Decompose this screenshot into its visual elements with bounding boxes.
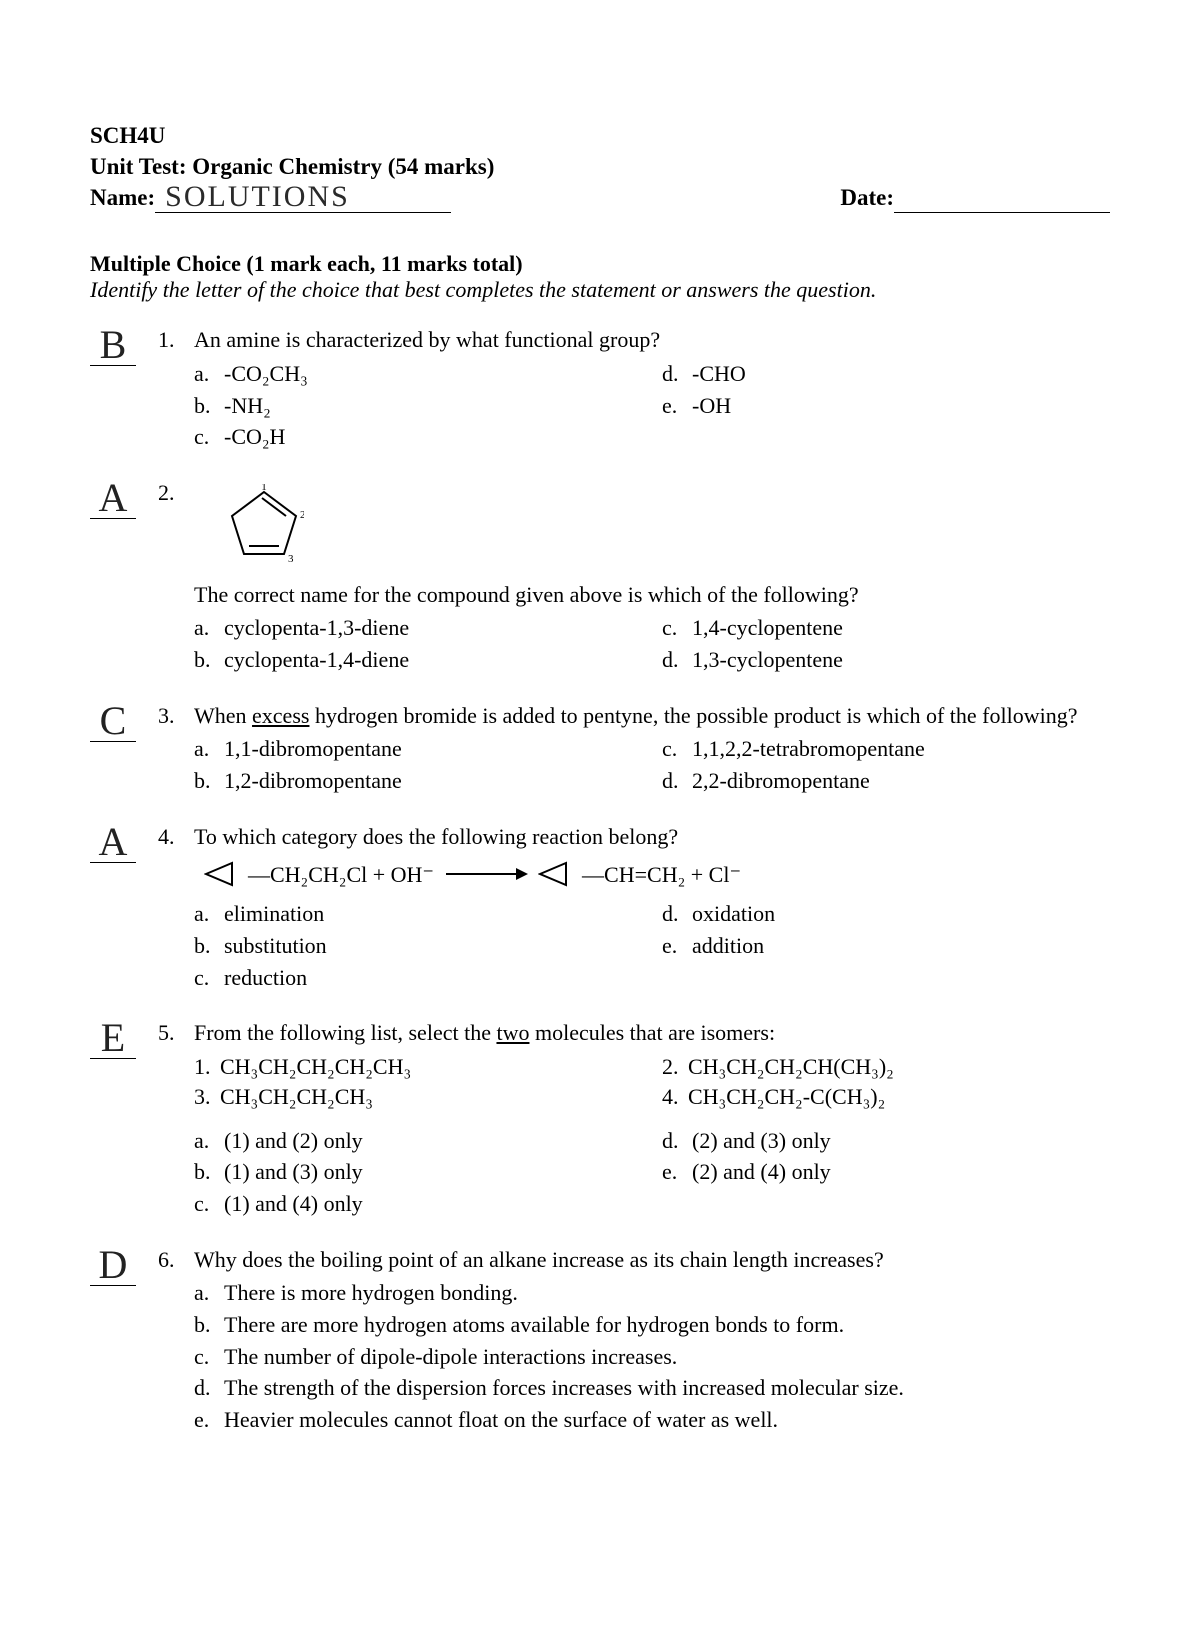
question-3: C 3. When excess hydrogen bromide is add… (90, 701, 1110, 796)
choices-3: a.1,1-dibromopentane c.1,1,2,2-tetrabrom… (194, 734, 1110, 795)
choices-2: a.cyclopenta-1,3-diene c.1,4-cyclopenten… (194, 613, 1110, 674)
question-4: A 4. To which category does the followin… (90, 822, 1110, 993)
qnum-4: 4. (158, 822, 194, 993)
question-5: E 5. From the following list, select the… (90, 1018, 1110, 1218)
qnum-1: 1. (158, 325, 194, 452)
answer-3: C (90, 701, 136, 742)
question-2: A 2. 1 2 3 The correct name for the comp… (90, 478, 1110, 675)
date-label: Date: (840, 182, 894, 213)
stem-1: An amine is characterized by what functi… (194, 325, 1110, 355)
qnum-2: 2. (158, 478, 194, 675)
choices-4: a.elimination d.oxidation b.substitution… (194, 899, 1110, 992)
answer-1: B (90, 325, 136, 366)
name-field: SOLUTIONS (155, 182, 451, 213)
section-instruction: Identify the letter of the choice that b… (90, 277, 1110, 303)
stem-3: When excess hydrogen bromide is added to… (194, 701, 1110, 731)
test-title: Unit Test: Organic Chemistry (54 marks) (90, 151, 1110, 182)
svg-text:2: 2 (300, 509, 304, 521)
stem-2: The correct name for the compound given … (194, 580, 1110, 610)
answer-5: E (90, 1018, 136, 1059)
choices-5: a.(1) and (2) only d.(2) and (3) only b.… (194, 1126, 1110, 1219)
name-label: Name: (90, 182, 155, 213)
stem-5: From the following list, select the two … (194, 1018, 1110, 1048)
answer-6: D (90, 1245, 136, 1286)
qnum-5: 5. (158, 1018, 194, 1218)
svg-text:1: 1 (261, 484, 267, 493)
worksheet-page: SCH4U Unit Test: Organic Chemistry (54 m… (0, 0, 1200, 1521)
name-date-row: Name: SOLUTIONS Date: (90, 182, 1110, 213)
cyclopropyl-icon (538, 859, 570, 889)
question-6: D 6. Why does the boiling point of an al… (90, 1245, 1110, 1435)
arrow-icon (446, 873, 526, 875)
stem-4: To which category does the following rea… (194, 822, 1110, 852)
cyclopropyl-icon (204, 859, 236, 889)
section-title: Multiple Choice (1 mark each, 11 marks t… (90, 251, 1110, 277)
answer-4: A (90, 822, 136, 863)
stem-6: Why does the boiling point of an alkane … (194, 1245, 1110, 1275)
question-1: B 1. An amine is characterized by what f… (90, 325, 1110, 452)
qnum-6: 6. (158, 1245, 194, 1435)
course-code: SCH4U (90, 120, 1110, 151)
svg-text:3: 3 (288, 553, 294, 564)
date-field (894, 186, 1110, 213)
choices-1: a.-CO₂CH₃ d.-CHO b.-NH₂ e.-OH c.-CO₂H (194, 359, 1110, 452)
reaction-4: —CH₂CH₂Cl + OH⁻ —CH=CH₂ + Cl⁻ (204, 859, 1110, 889)
molecule-list-5: 1.CH₃CH₂CH₂CH₂CH₃ 2.CH₃CH₂CH₂CH(CH₃)₂ 3.… (194, 1052, 1110, 1111)
qnum-3: 3. (158, 701, 194, 796)
answer-2: A (90, 478, 136, 519)
choices-6: a.There is more hydrogen bonding. b.Ther… (194, 1278, 1110, 1434)
cyclopentadiene-figure: 1 2 3 (224, 484, 1110, 572)
